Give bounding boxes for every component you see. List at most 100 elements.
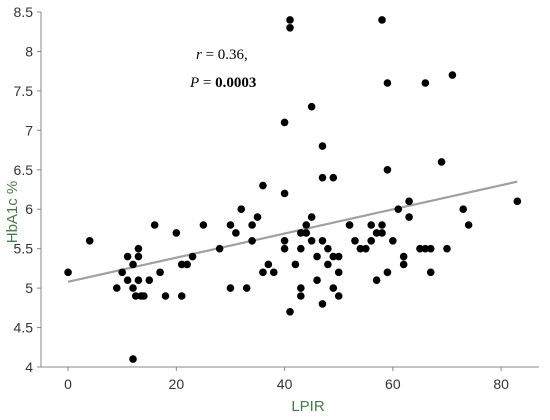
data-point (129, 284, 137, 292)
data-point (226, 221, 235, 229)
data-point (145, 276, 154, 285)
data-point (150, 221, 159, 229)
data-point (459, 205, 468, 214)
data-point (291, 260, 300, 269)
data-point (405, 197, 413, 206)
data-point (188, 252, 197, 261)
data-point (383, 268, 392, 277)
data-point (372, 229, 381, 237)
data-point (259, 268, 267, 277)
data-point (302, 221, 311, 229)
data-point (215, 244, 224, 253)
data-point (129, 355, 137, 363)
data-point (161, 292, 170, 300)
data-point (297, 244, 305, 253)
y-tick-label: 7.5 (14, 83, 34, 99)
y-tick-label: 6 (25, 201, 33, 217)
data-point (286, 16, 294, 24)
x-tick-label: 20 (169, 376, 185, 392)
data-point (248, 221, 256, 229)
data-point (156, 268, 164, 277)
r-value: = 0.36, (202, 47, 248, 63)
y-tick-label: 8 (25, 43, 33, 59)
data-point (172, 229, 181, 237)
data-point (123, 276, 132, 285)
data-point (280, 236, 289, 245)
data-point (334, 292, 343, 300)
data-point (280, 118, 289, 127)
data-point (134, 244, 143, 253)
data-point (226, 284, 235, 292)
data-point (307, 213, 316, 221)
data-point (367, 236, 375, 245)
data-point (64, 268, 72, 277)
data-point (437, 158, 446, 166)
data-point (443, 244, 451, 253)
data-point (112, 284, 121, 292)
data-point (383, 165, 392, 174)
data-point (253, 213, 262, 221)
p-equals: = (199, 75, 215, 91)
data-point (313, 252, 321, 261)
x-tick-label: 0 (64, 376, 72, 392)
data-point (85, 236, 94, 245)
data-point (356, 244, 365, 253)
y-axis-title-group: HbA1c % (4, 181, 21, 244)
data-point (286, 307, 294, 316)
data-point (378, 221, 386, 229)
y-axis-title: HbA1c % (4, 181, 21, 244)
data-point (329, 252, 338, 261)
data-point (378, 229, 386, 237)
y-tick-label: 5 (25, 280, 33, 296)
data-point (307, 102, 316, 111)
plot-area: 4 4.5 5 5.5 6 6.5 7 7.5 8 8.5 0 20 40 60 80 (14, 4, 539, 392)
data-point (324, 260, 332, 269)
data-point (280, 189, 289, 198)
data-point (248, 236, 256, 245)
data-point (383, 79, 392, 87)
data-point (318, 300, 327, 308)
data-point (140, 292, 148, 300)
data-point (421, 79, 430, 87)
data-point (259, 181, 267, 190)
data-point (329, 284, 338, 292)
data-point (264, 260, 273, 269)
data-point (318, 142, 327, 150)
data-point (426, 244, 435, 253)
data-point (302, 229, 311, 237)
data-point (242, 284, 251, 292)
data-point (372, 276, 381, 285)
data-point (426, 268, 435, 277)
y-tick-label: 6.5 (14, 162, 34, 178)
data-point (389, 236, 397, 245)
data-point (183, 260, 191, 269)
y-tick-label: 5.5 (14, 241, 34, 257)
correlation-annotation: r = 0.36, (196, 47, 248, 63)
data-point (345, 221, 354, 229)
data-point (399, 252, 408, 261)
data-point (394, 205, 403, 214)
y-tick-label: 4 (25, 359, 33, 375)
data-point (361, 244, 370, 253)
data-point (286, 23, 294, 32)
data-point (134, 276, 143, 285)
y-tick-label: 4.5 (14, 320, 34, 336)
data-point (329, 173, 338, 182)
data-point (297, 292, 305, 300)
p-symbol: P (189, 75, 199, 91)
data-point (129, 260, 137, 269)
data-point (237, 205, 246, 214)
data-point (307, 236, 316, 245)
y-tick-label: 7 (25, 122, 33, 138)
p-value-annotation: P = 0.0003 (189, 75, 256, 91)
p-value: 0.0003 (215, 75, 256, 91)
x-axis-title: LPIR (291, 398, 325, 415)
data-point (297, 229, 305, 237)
data-point (416, 244, 424, 253)
data-point (134, 252, 143, 261)
data-point (199, 221, 208, 229)
data-point (280, 244, 289, 253)
data-point (448, 71, 457, 79)
data-point (334, 268, 343, 277)
